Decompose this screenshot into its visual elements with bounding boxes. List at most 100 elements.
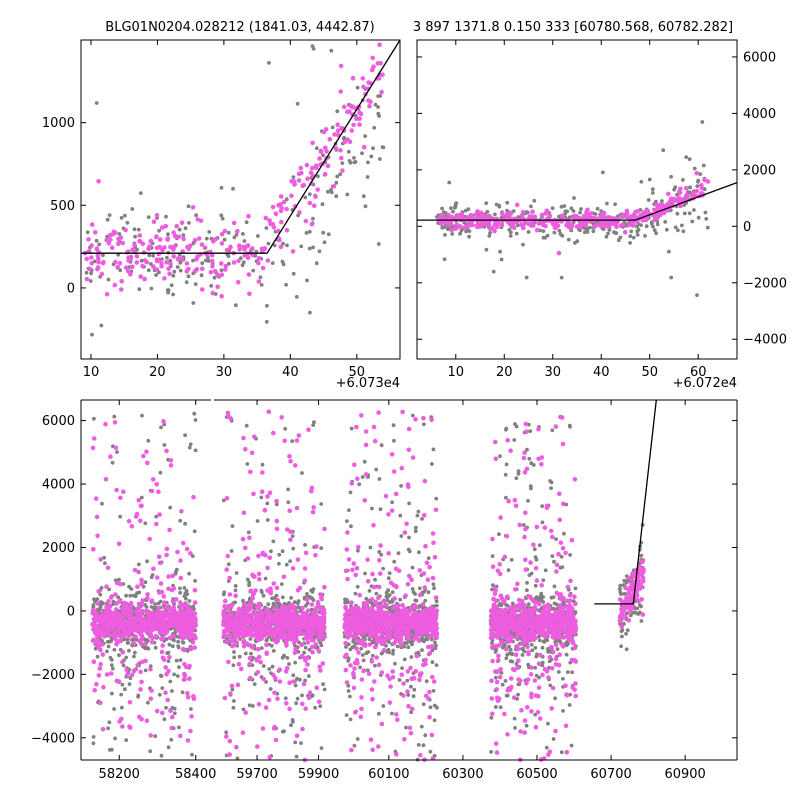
data-point-gray [175, 265, 180, 269]
data-point-magenta [89, 261, 95, 266]
data-point-magenta [271, 225, 277, 230]
data-point-magenta [109, 245, 115, 250]
data-point-gray [368, 545, 373, 550]
data-point-magenta [164, 546, 170, 552]
data-point-magenta [227, 592, 233, 597]
data-point-magenta [381, 648, 387, 653]
data-point-magenta [153, 633, 159, 639]
data-point-magenta [182, 673, 188, 678]
panel-top-left: BLG01N0204.028212 (1841.03, 4442.87) 10 2… [42, 20, 401, 391]
data-point-gray [219, 268, 224, 273]
data-point-magenta [154, 267, 160, 272]
data-point-gray [643, 234, 647, 238]
data-point-magenta [386, 512, 391, 517]
data-point-magenta [305, 176, 310, 181]
data-point-magenta [583, 222, 589, 228]
data-point-gray [322, 240, 327, 245]
data-point-magenta [224, 734, 229, 739]
data-point-magenta [306, 695, 312, 701]
data-point-gray [168, 258, 173, 263]
data-point-magenta [255, 670, 261, 675]
data-point-magenta [84, 256, 90, 262]
data-point-gray [127, 682, 132, 686]
data-point-magenta [243, 710, 248, 715]
data-point-magenta [149, 488, 155, 494]
data-point-gray [428, 705, 433, 710]
data-point-magenta [208, 270, 214, 275]
data-point-magenta [137, 233, 142, 238]
data-point-gray [303, 543, 307, 547]
data-point-magenta [300, 605, 305, 611]
data-point-magenta [357, 110, 362, 115]
data-point-gray [166, 290, 171, 295]
data-point-magenta [90, 621, 95, 627]
data-point-magenta [536, 221, 542, 226]
data-point-gray [97, 607, 102, 612]
data-point-gray [399, 484, 403, 488]
data-point-magenta [376, 76, 382, 81]
data-point-gray [322, 687, 327, 692]
data-point-magenta [265, 617, 271, 622]
data-point-gray [100, 501, 104, 506]
data-point-magenta [129, 524, 135, 529]
data-point-magenta [87, 266, 92, 272]
panel-bottom: 58200 58400 59700 59900 60100 60300 60500 60700… [31, 399, 738, 782]
data-point-gray [348, 647, 353, 652]
data-point-gray [413, 529, 418, 534]
data-point-gray [402, 657, 407, 662]
data-point-magenta [199, 242, 205, 247]
data-point-gray [221, 592, 226, 597]
data-point-magenta [678, 203, 683, 209]
data-point-magenta [350, 75, 356, 81]
data-point-gray [91, 741, 96, 746]
data-point-magenta [277, 667, 283, 672]
data-point-gray [307, 229, 312, 234]
data-point-gray [303, 195, 308, 200]
data-point-gray [644, 224, 649, 229]
data-point-magenta [305, 631, 310, 637]
data-point-magenta [389, 508, 395, 513]
data-point-gray [261, 664, 266, 668]
panel-bottom-points [90, 409, 646, 763]
data-point-magenta [186, 695, 191, 700]
data-point-magenta [245, 641, 250, 647]
data-point-gray [166, 232, 170, 237]
data-point-magenta [138, 687, 143, 692]
data-point-magenta [303, 614, 309, 620]
data-point-magenta [292, 650, 298, 655]
data-point-magenta [184, 546, 190, 552]
data-point-magenta [241, 601, 247, 607]
data-point-magenta [283, 610, 288, 616]
data-point-gray [113, 736, 117, 741]
data-point-gray [264, 226, 269, 230]
data-point-gray [675, 192, 679, 197]
x-tick-label: 30 [544, 365, 561, 380]
data-point-magenta [112, 420, 118, 425]
data-point-magenta [245, 255, 251, 260]
data-point-magenta [200, 287, 205, 292]
data-point-gray [117, 577, 121, 582]
data-point-magenta [191, 494, 196, 500]
data-point-magenta [151, 566, 156, 572]
data-point-magenta [212, 269, 218, 274]
data-point-gray [175, 674, 180, 678]
data-point-magenta [247, 535, 252, 541]
data-point-gray [334, 180, 339, 185]
data-point-magenta [291, 679, 296, 684]
data-point-magenta [423, 657, 428, 663]
data-point-magenta [263, 552, 268, 558]
data-point-magenta [209, 258, 215, 264]
data-point-magenta [379, 89, 384, 95]
data-point-gray [177, 227, 182, 232]
data-point-magenta [126, 518, 132, 524]
data-point-gray [299, 244, 304, 249]
data-point-magenta [588, 211, 594, 216]
data-point-gray [99, 323, 104, 328]
data-point-magenta [170, 573, 175, 579]
data-point-magenta [231, 220, 237, 226]
data-point-gray [206, 259, 211, 263]
data-point-magenta [417, 568, 423, 573]
data-point-gray [251, 704, 255, 708]
data-point-gray [274, 593, 279, 598]
data-point-gray [270, 596, 274, 601]
